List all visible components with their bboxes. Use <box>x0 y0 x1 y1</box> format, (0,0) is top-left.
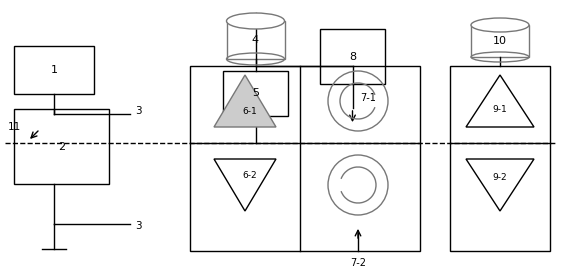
Text: 7-1: 7-1 <box>360 93 376 103</box>
Bar <box>14 46 94 94</box>
Text: 9-2: 9-2 <box>493 172 507 182</box>
Bar <box>450 66 550 251</box>
Text: 11: 11 <box>8 122 21 132</box>
Ellipse shape <box>227 13 285 29</box>
Bar <box>223 71 288 116</box>
Text: 2: 2 <box>58 141 65 151</box>
Text: 4: 4 <box>252 35 259 45</box>
Text: 3: 3 <box>134 221 141 231</box>
Text: 5: 5 <box>252 88 259 98</box>
Bar <box>471 25 529 57</box>
Polygon shape <box>214 75 276 127</box>
Bar <box>320 29 385 84</box>
Text: 8: 8 <box>349 52 356 61</box>
Text: 1: 1 <box>50 65 58 75</box>
Bar <box>227 21 285 59</box>
Bar <box>190 66 420 251</box>
Text: 7-2: 7-2 <box>350 258 366 268</box>
Text: 10: 10 <box>493 36 507 46</box>
Text: 6-2: 6-2 <box>243 170 257 179</box>
Bar <box>14 109 109 184</box>
Text: 6-1: 6-1 <box>242 107 258 116</box>
Ellipse shape <box>471 18 529 32</box>
Text: 9-1: 9-1 <box>493 105 507 114</box>
Text: 3: 3 <box>134 106 141 116</box>
